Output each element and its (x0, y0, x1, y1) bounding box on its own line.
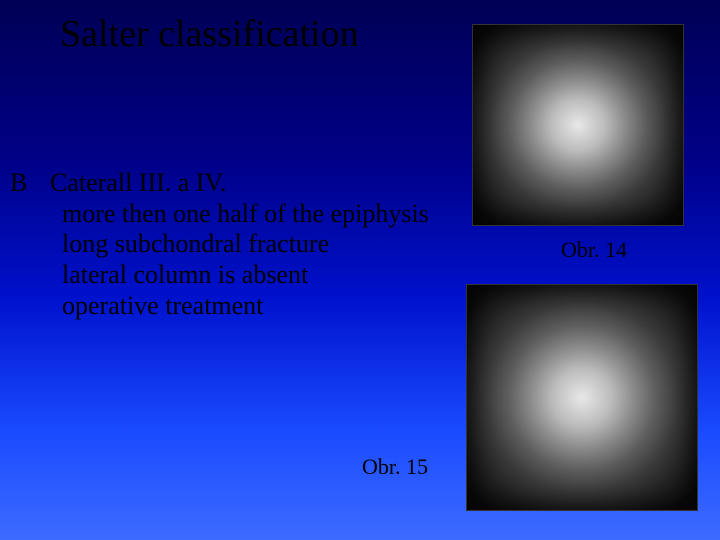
body-line-5: operative treatment (50, 291, 429, 322)
figure-15-image (466, 284, 698, 511)
body-line-1: Caterall III. a IV. (50, 168, 226, 197)
body-line-2: more then one half of the epiphysis (50, 199, 429, 230)
figure-14-caption: Obr. 14 (561, 237, 627, 263)
figure-15-caption: Obr. 15 (362, 454, 428, 480)
body-line-4: lateral column is absent (50, 260, 429, 291)
slide-title: Salter classification (60, 12, 359, 56)
group-label-b: B (10, 168, 27, 198)
slide: Salter classification B Caterall III. a … (0, 0, 720, 540)
figure-14-image (472, 24, 684, 226)
body-line-3: long subchondral fracture (50, 229, 429, 260)
body-text-block: Caterall III. a IV. more then one half o… (50, 168, 429, 321)
